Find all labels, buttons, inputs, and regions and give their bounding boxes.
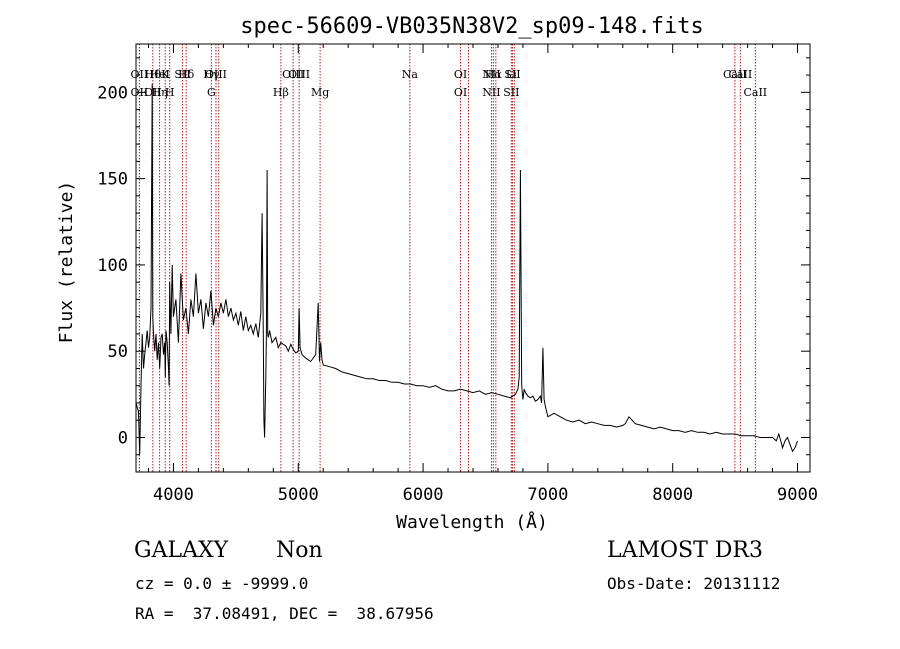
line-label-bottom: OII: [144, 86, 162, 99]
line-label-top: CaII: [729, 68, 753, 81]
y-axis: 0 50 100 150 200: [97, 57, 810, 456]
x-tick-label: 8000: [652, 485, 693, 505]
line-label-top: OII: [131, 68, 149, 81]
line-label-bottom: G: [207, 86, 216, 99]
line-label-top: NII: [482, 68, 500, 81]
chart-title: spec-56609-VB035N38V2_sp09-148.fits: [240, 14, 704, 39]
coordinates: RA = 37.08491, DEC = 38.67956: [135, 604, 434, 623]
line-label-top: HeI: [149, 68, 169, 81]
line-label-top: SII: [174, 68, 190, 81]
line-label-bottom: SII: [503, 86, 519, 99]
line-label-top: Li: [506, 68, 517, 81]
x-tick-label: 4000: [153, 485, 194, 505]
x-tick-label: 6000: [403, 485, 444, 505]
line-label-bottom: H: [165, 86, 175, 99]
line-label-top: OIII: [288, 68, 310, 81]
line-label-bottom: Mg: [311, 86, 329, 99]
line-label-bottom: NII: [482, 86, 500, 99]
redshift-cz: cz = 0.0 ± -9999.0: [135, 574, 309, 593]
line-label-bottom: OI: [454, 86, 467, 99]
line-label-top: CaII: [723, 68, 747, 81]
line-label-top: OI: [454, 68, 467, 81]
line-label-top: OIII: [282, 68, 304, 81]
line-label-top: Hγ: [203, 68, 220, 81]
x-tick-label: 7000: [527, 485, 568, 505]
plot-frame: [135, 43, 811, 473]
y-tick-label: 0: [118, 428, 128, 448]
y-tick-label: 50: [108, 342, 128, 362]
line-label-bottom: Hη: [151, 86, 167, 99]
spectral-line-markers: [138, 44, 756, 472]
line-label-top: SII: [504, 68, 520, 81]
survey-name: LAMOST DR3: [607, 538, 763, 563]
observation-date: Obs-Date: 20131112: [607, 574, 781, 593]
x-tick-label: 9000: [777, 485, 818, 505]
object-class: GALAXY: [134, 538, 229, 563]
flux-series-line: [135, 83, 798, 455]
x-tick-label: 5000: [278, 485, 319, 505]
line-label-bottom: Hβ: [273, 86, 289, 99]
line-label-top: K: [161, 68, 170, 81]
y-tick-label: 150: [97, 170, 128, 190]
x-axis: 4000 5000 6000 7000 8000 9000: [147, 44, 818, 505]
line-label-top: OIII: [205, 68, 227, 81]
y-tick-label: 200: [97, 83, 128, 103]
x-axis-label: Wavelength (Å): [396, 511, 548, 533]
y-axis-label: Flux (relative): [56, 181, 77, 344]
line-label-top: Hα: [485, 68, 503, 81]
object-subclass: Non: [276, 538, 323, 563]
line-label-bottom: CaII: [743, 86, 767, 99]
line-label-top: Hδ: [178, 68, 195, 81]
y-tick-label: 100: [97, 256, 128, 276]
line-label-top: Na: [402, 68, 419, 81]
line-label-top: Hθ: [145, 68, 162, 81]
